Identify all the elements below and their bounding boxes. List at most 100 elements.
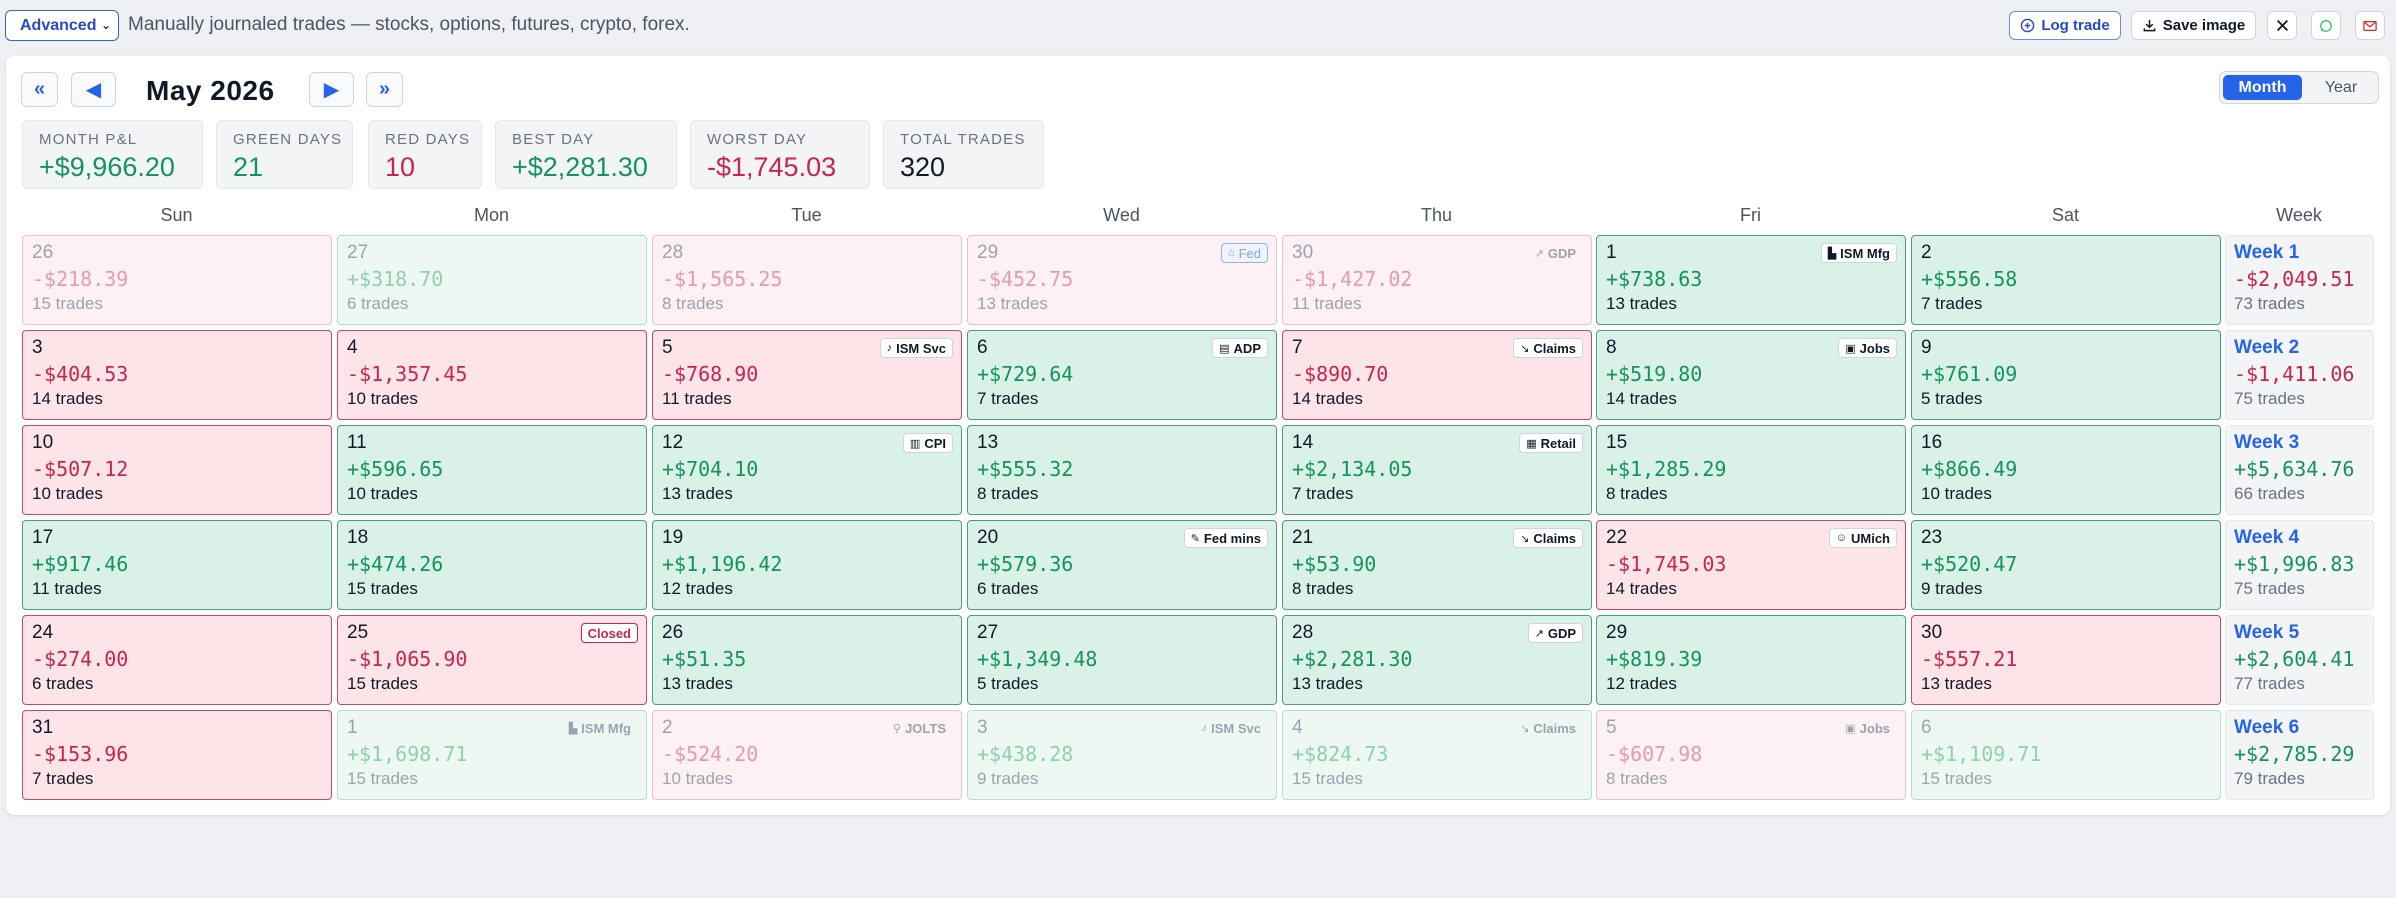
stat-label: WORST DAY [707,131,808,148]
day-cell[interactable]: 1 +$738.63 13 trades ▙ ISM Mfg [1596,235,1906,325]
weekday-label: Tue [791,205,822,225]
day-pnl: +$579.36 [977,552,1074,576]
share-email-button[interactable] [2355,11,2385,40]
stat-card: MONTH P&L +$9,966.20 [22,120,203,189]
day-number: 19 [662,527,684,548]
day-cell[interactable]: 6 +$1,109.71 15 trades [1911,710,2221,800]
download-icon [2142,18,2157,33]
day-trade-count: 7 trades [32,769,94,788]
event-badge-label: UMich [1851,530,1890,546]
day-cell[interactable]: 21 +$53.90 8 trades ↘ Claims [1282,520,1592,610]
day-cell[interactable]: 31 -$153.96 7 trades [22,710,332,800]
day-cell[interactable]: 5 -$768.90 11 trades ♪ ISM Svc [652,330,962,420]
week-pnl: +$2,604.41 [2234,647,2355,671]
previous-month-button[interactable]: ◀ [71,72,116,107]
day-trade-count: 8 trades [977,484,1039,503]
day-trade-count: 8 trades [1292,579,1354,598]
day-cell[interactable]: 15 +$1,285.29 8 trades [1596,425,1906,515]
day-cell[interactable]: 28 -$1,565.25 8 trades [652,235,962,325]
log-trade-button[interactable]: Log trade [2009,11,2121,40]
day-cell[interactable]: 17 +$917.46 11 trades [22,520,332,610]
next-month-button[interactable]: ▶ [309,72,354,107]
day-cell[interactable]: 26 -$218.39 15 trades [22,235,332,325]
last-month-button[interactable]: » [366,72,403,107]
week-summary[interactable]: Week 5 +$2,604.41 77 trades [2225,615,2374,705]
day-trade-count: 10 trades [32,484,103,503]
day-cell[interactable]: 29 -$452.75 13 trades ⌂ Fed [967,235,1277,325]
month-view-button[interactable]: Month [2223,75,2302,100]
day-cell[interactable]: 3 -$404.53 14 trades [22,330,332,420]
day-cell[interactable]: 4 +$824.73 15 trades ↘ Claims [1282,710,1592,800]
day-cell[interactable]: 20 +$579.36 6 trades ✎ Fed mins [967,520,1277,610]
year-view-button[interactable]: Year [2324,78,2358,96]
week-label: Week 5 [2234,622,2300,643]
day-cell[interactable]: 18 +$474.26 15 trades [337,520,647,610]
event-badge-label: GDP [1547,245,1576,261]
day-cell[interactable]: 22 -$1,745.03 14 trades ☺ UMich [1596,520,1906,610]
day-number: 27 [977,622,999,643]
mode-select[interactable]: Advanced ⌄ [5,10,119,41]
day-cell[interactable]: 2 +$556.58 7 trades [1911,235,2221,325]
day-number: 21 [1292,527,1314,548]
first-month-button[interactable]: « [21,72,58,107]
day-number: 13 [977,432,999,453]
day-cell[interactable]: 27 +$1,349.48 5 trades [967,615,1277,705]
day-pnl: +$704.10 [662,457,759,481]
day-cell[interactable]: 16 +$866.49 10 trades [1911,425,2221,515]
day-cell[interactable]: 28 +$2,281.30 13 trades ↗ GDP [1282,615,1592,705]
briefcase-icon: ▣ [1845,342,1856,355]
event-badge: ↘ Claims [1513,528,1583,548]
day-cell[interactable]: 2 -$524.20 10 trades ⚲ JOLTS [652,710,962,800]
share-whatsapp-button[interactable] [2311,11,2341,40]
day-cell[interactable]: 29 +$819.39 12 trades [1596,615,1906,705]
day-cell[interactable]: 7 -$890.70 14 trades ↘ Claims [1282,330,1592,420]
day-cell[interactable]: 23 +$520.47 9 trades [1911,520,2221,610]
week-summary[interactable]: Week 6 +$2,785.29 79 trades [2225,710,2374,800]
day-number: 31 [32,717,54,738]
day-cell[interactable]: 13 +$555.32 8 trades [967,425,1277,515]
factory-icon: ▙ [568,722,578,735]
day-cell[interactable]: 19 +$1,196.42 12 trades [652,520,962,610]
day-trade-count: 5 trades [1921,389,1983,408]
day-cell[interactable]: 10 -$507.12 10 trades [22,425,332,515]
day-pnl: +$474.26 [347,552,444,576]
day-pnl: -$607.98 [1606,742,1703,766]
share-x-button[interactable] [2267,11,2297,40]
day-cell[interactable]: 3 +$438.28 9 trades ♪ ISM Svc [967,710,1277,800]
day-number: 25 [347,622,369,643]
day-cell[interactable]: 24 -$274.00 6 trades [22,615,332,705]
week-summary[interactable]: Week 4 +$1,996.83 75 trades [2225,520,2374,610]
day-trade-count: 6 trades [347,294,409,313]
day-number: 2 [1921,242,1932,263]
day-pnl: +$53.90 [1292,552,1377,576]
event-badge-label: GDP [1547,625,1576,641]
event-badge: ▣ Jobs [1838,338,1897,358]
day-cell[interactable]: 9 +$761.09 5 trades [1911,330,2221,420]
day-cell[interactable]: 30 -$1,427.02 11 trades ↗ GDP [1282,235,1592,325]
event-badge-label: Fed mins [1203,530,1261,546]
event-badge-label: ISM Svc [1211,720,1261,736]
day-number: 18 [347,527,369,548]
day-cell[interactable]: 5 -$607.98 8 trades ▣ Jobs [1596,710,1906,800]
bell-icon: ♪ [1201,722,1208,734]
day-cell[interactable]: 4 -$1,357.45 10 trades [337,330,647,420]
day-cell[interactable]: 6 +$729.64 7 trades ▤ ADP [967,330,1277,420]
week-summary[interactable]: Week 3 +$5,634.76 66 trades [2225,425,2374,515]
week-summary[interactable]: Week 2 -$1,411.06 75 trades [2225,330,2374,420]
save-image-button[interactable]: Save image [2131,11,2256,40]
week-summary[interactable]: Week 1 -$2,049.51 73 trades [2225,235,2374,325]
stat-label: MONTH P&L [39,131,138,148]
day-cell[interactable]: 26 +$51.35 13 trades [652,615,962,705]
day-cell[interactable]: 8 +$519.80 14 trades ▣ Jobs [1596,330,1906,420]
day-cell[interactable]: 12 +$704.10 13 trades ▥ CPI [652,425,962,515]
day-cell[interactable]: 30 -$557.21 13 trades [1911,615,2221,705]
save-image-label: Save image [2162,17,2246,34]
day-cell[interactable]: 1 +$1,698.71 15 trades ▙ ISM Mfg [337,710,647,800]
day-cell[interactable]: 25 -$1,065.90 15 trades Closed [337,615,647,705]
day-pnl: +$1,196.42 [662,552,783,576]
whatsapp-icon [2319,19,2333,33]
day-trade-count: 10 trades [347,389,418,408]
day-cell[interactable]: 27 +$318.70 6 trades [337,235,647,325]
day-cell[interactable]: 11 +$596.65 10 trades [337,425,647,515]
day-cell[interactable]: 14 +$2,134.05 7 trades ▦ Retail [1282,425,1592,515]
